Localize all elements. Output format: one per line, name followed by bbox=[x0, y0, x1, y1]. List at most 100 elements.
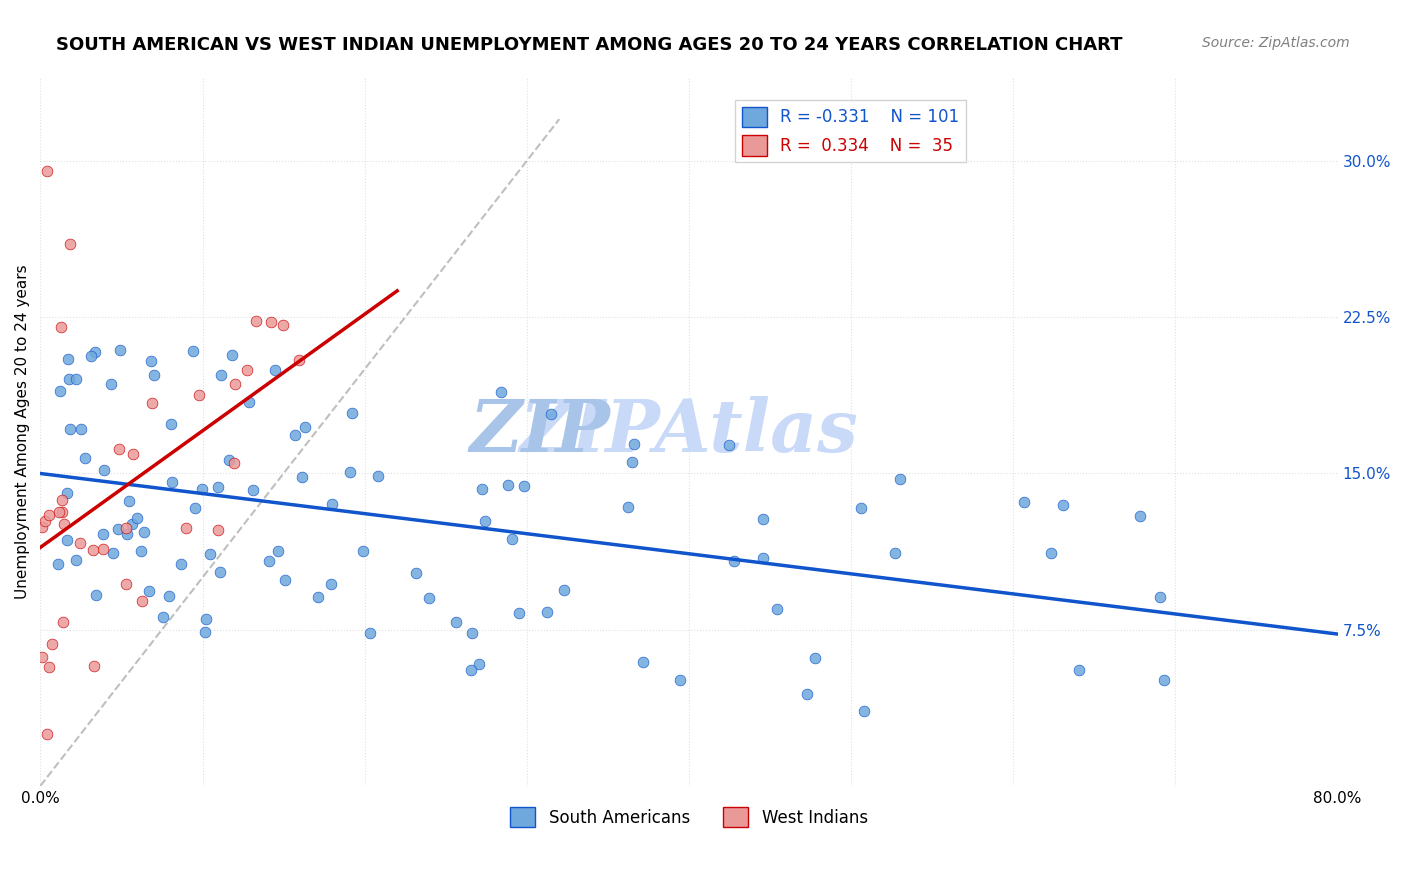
Point bbox=[115, 527, 138, 541]
Point bbox=[274, 574, 297, 588]
Point bbox=[1067, 663, 1090, 677]
Point bbox=[132, 524, 155, 539]
Point bbox=[718, 438, 741, 452]
Point bbox=[51, 505, 73, 519]
Point bbox=[752, 551, 775, 566]
Point bbox=[170, 557, 193, 571]
Point bbox=[294, 420, 316, 434]
Point bbox=[1153, 673, 1175, 687]
Point bbox=[723, 554, 745, 568]
Point bbox=[188, 388, 211, 402]
Point bbox=[803, 650, 825, 665]
Point bbox=[222, 456, 245, 470]
Point bbox=[127, 510, 149, 524]
Point bbox=[31, 650, 53, 665]
Point bbox=[84, 345, 107, 359]
Point bbox=[218, 453, 240, 467]
Point bbox=[796, 687, 818, 701]
Point bbox=[321, 497, 343, 511]
Point bbox=[51, 493, 73, 508]
Point bbox=[160, 475, 183, 490]
Text: ZIPAtlas: ZIPAtlas bbox=[520, 396, 859, 467]
Point bbox=[631, 655, 654, 669]
Point bbox=[616, 500, 638, 514]
Point bbox=[471, 482, 494, 496]
Point bbox=[209, 368, 232, 383]
Point bbox=[181, 344, 204, 359]
Point bbox=[174, 521, 197, 535]
Point bbox=[142, 368, 165, 383]
Point bbox=[242, 483, 264, 497]
Point bbox=[138, 583, 160, 598]
Point bbox=[752, 511, 775, 525]
Point bbox=[359, 626, 381, 640]
Point bbox=[184, 501, 207, 516]
Point bbox=[194, 625, 217, 640]
Point bbox=[65, 553, 87, 567]
Point bbox=[496, 477, 519, 491]
Point bbox=[1052, 498, 1074, 512]
Point bbox=[131, 594, 153, 608]
Point bbox=[65, 371, 87, 385]
Point bbox=[160, 417, 183, 431]
Point bbox=[107, 522, 129, 536]
Text: SOUTH AMERICAN VS WEST INDIAN UNEMPLOYMENT AMONG AGES 20 TO 24 YEARS CORRELATION: SOUTH AMERICAN VS WEST INDIAN UNEMPLOYME… bbox=[56, 36, 1123, 54]
Point bbox=[152, 610, 174, 624]
Point bbox=[55, 486, 77, 500]
Point bbox=[141, 396, 163, 410]
Point bbox=[122, 446, 145, 460]
Point bbox=[58, 371, 80, 385]
Point bbox=[191, 482, 214, 496]
Point bbox=[623, 437, 645, 451]
Point bbox=[321, 577, 343, 591]
Point bbox=[35, 727, 58, 741]
Point bbox=[339, 465, 361, 479]
Point bbox=[851, 500, 873, 515]
Point bbox=[207, 480, 229, 494]
Point bbox=[271, 318, 294, 333]
Point bbox=[121, 517, 143, 532]
Point bbox=[91, 526, 114, 541]
Point bbox=[70, 422, 93, 436]
Point bbox=[108, 442, 131, 456]
Point bbox=[58, 351, 80, 366]
Point bbox=[1040, 546, 1063, 560]
Point bbox=[766, 602, 789, 616]
Text: Source: ZipAtlas.com: Source: ZipAtlas.com bbox=[1202, 36, 1350, 50]
Point bbox=[53, 517, 76, 532]
Point bbox=[236, 363, 259, 377]
Point bbox=[208, 565, 231, 579]
Y-axis label: Unemployment Among Ages 20 to 24 years: Unemployment Among Ages 20 to 24 years bbox=[15, 264, 30, 599]
Point bbox=[100, 376, 122, 391]
Point bbox=[34, 514, 56, 528]
Point bbox=[889, 473, 911, 487]
Point bbox=[444, 615, 467, 629]
Point bbox=[41, 637, 63, 651]
Point bbox=[49, 384, 72, 399]
Point bbox=[1129, 508, 1152, 523]
Point bbox=[508, 606, 530, 620]
Point bbox=[238, 395, 260, 409]
Point bbox=[1014, 494, 1036, 508]
Point bbox=[59, 421, 82, 435]
Point bbox=[460, 663, 482, 677]
Point bbox=[264, 363, 287, 377]
Point bbox=[1149, 590, 1171, 604]
Point bbox=[52, 615, 75, 630]
Point bbox=[287, 353, 309, 368]
Point bbox=[141, 354, 163, 368]
Point bbox=[468, 657, 491, 672]
Point bbox=[69, 536, 91, 550]
Point bbox=[118, 493, 141, 508]
Point bbox=[474, 514, 496, 528]
Point bbox=[157, 590, 180, 604]
Point bbox=[367, 469, 389, 483]
Point bbox=[621, 454, 644, 468]
Point bbox=[852, 704, 875, 718]
Point bbox=[883, 546, 905, 560]
Point bbox=[115, 521, 138, 535]
Point bbox=[83, 659, 105, 673]
Point bbox=[540, 407, 562, 421]
Point bbox=[31, 519, 53, 533]
Point bbox=[418, 591, 440, 605]
